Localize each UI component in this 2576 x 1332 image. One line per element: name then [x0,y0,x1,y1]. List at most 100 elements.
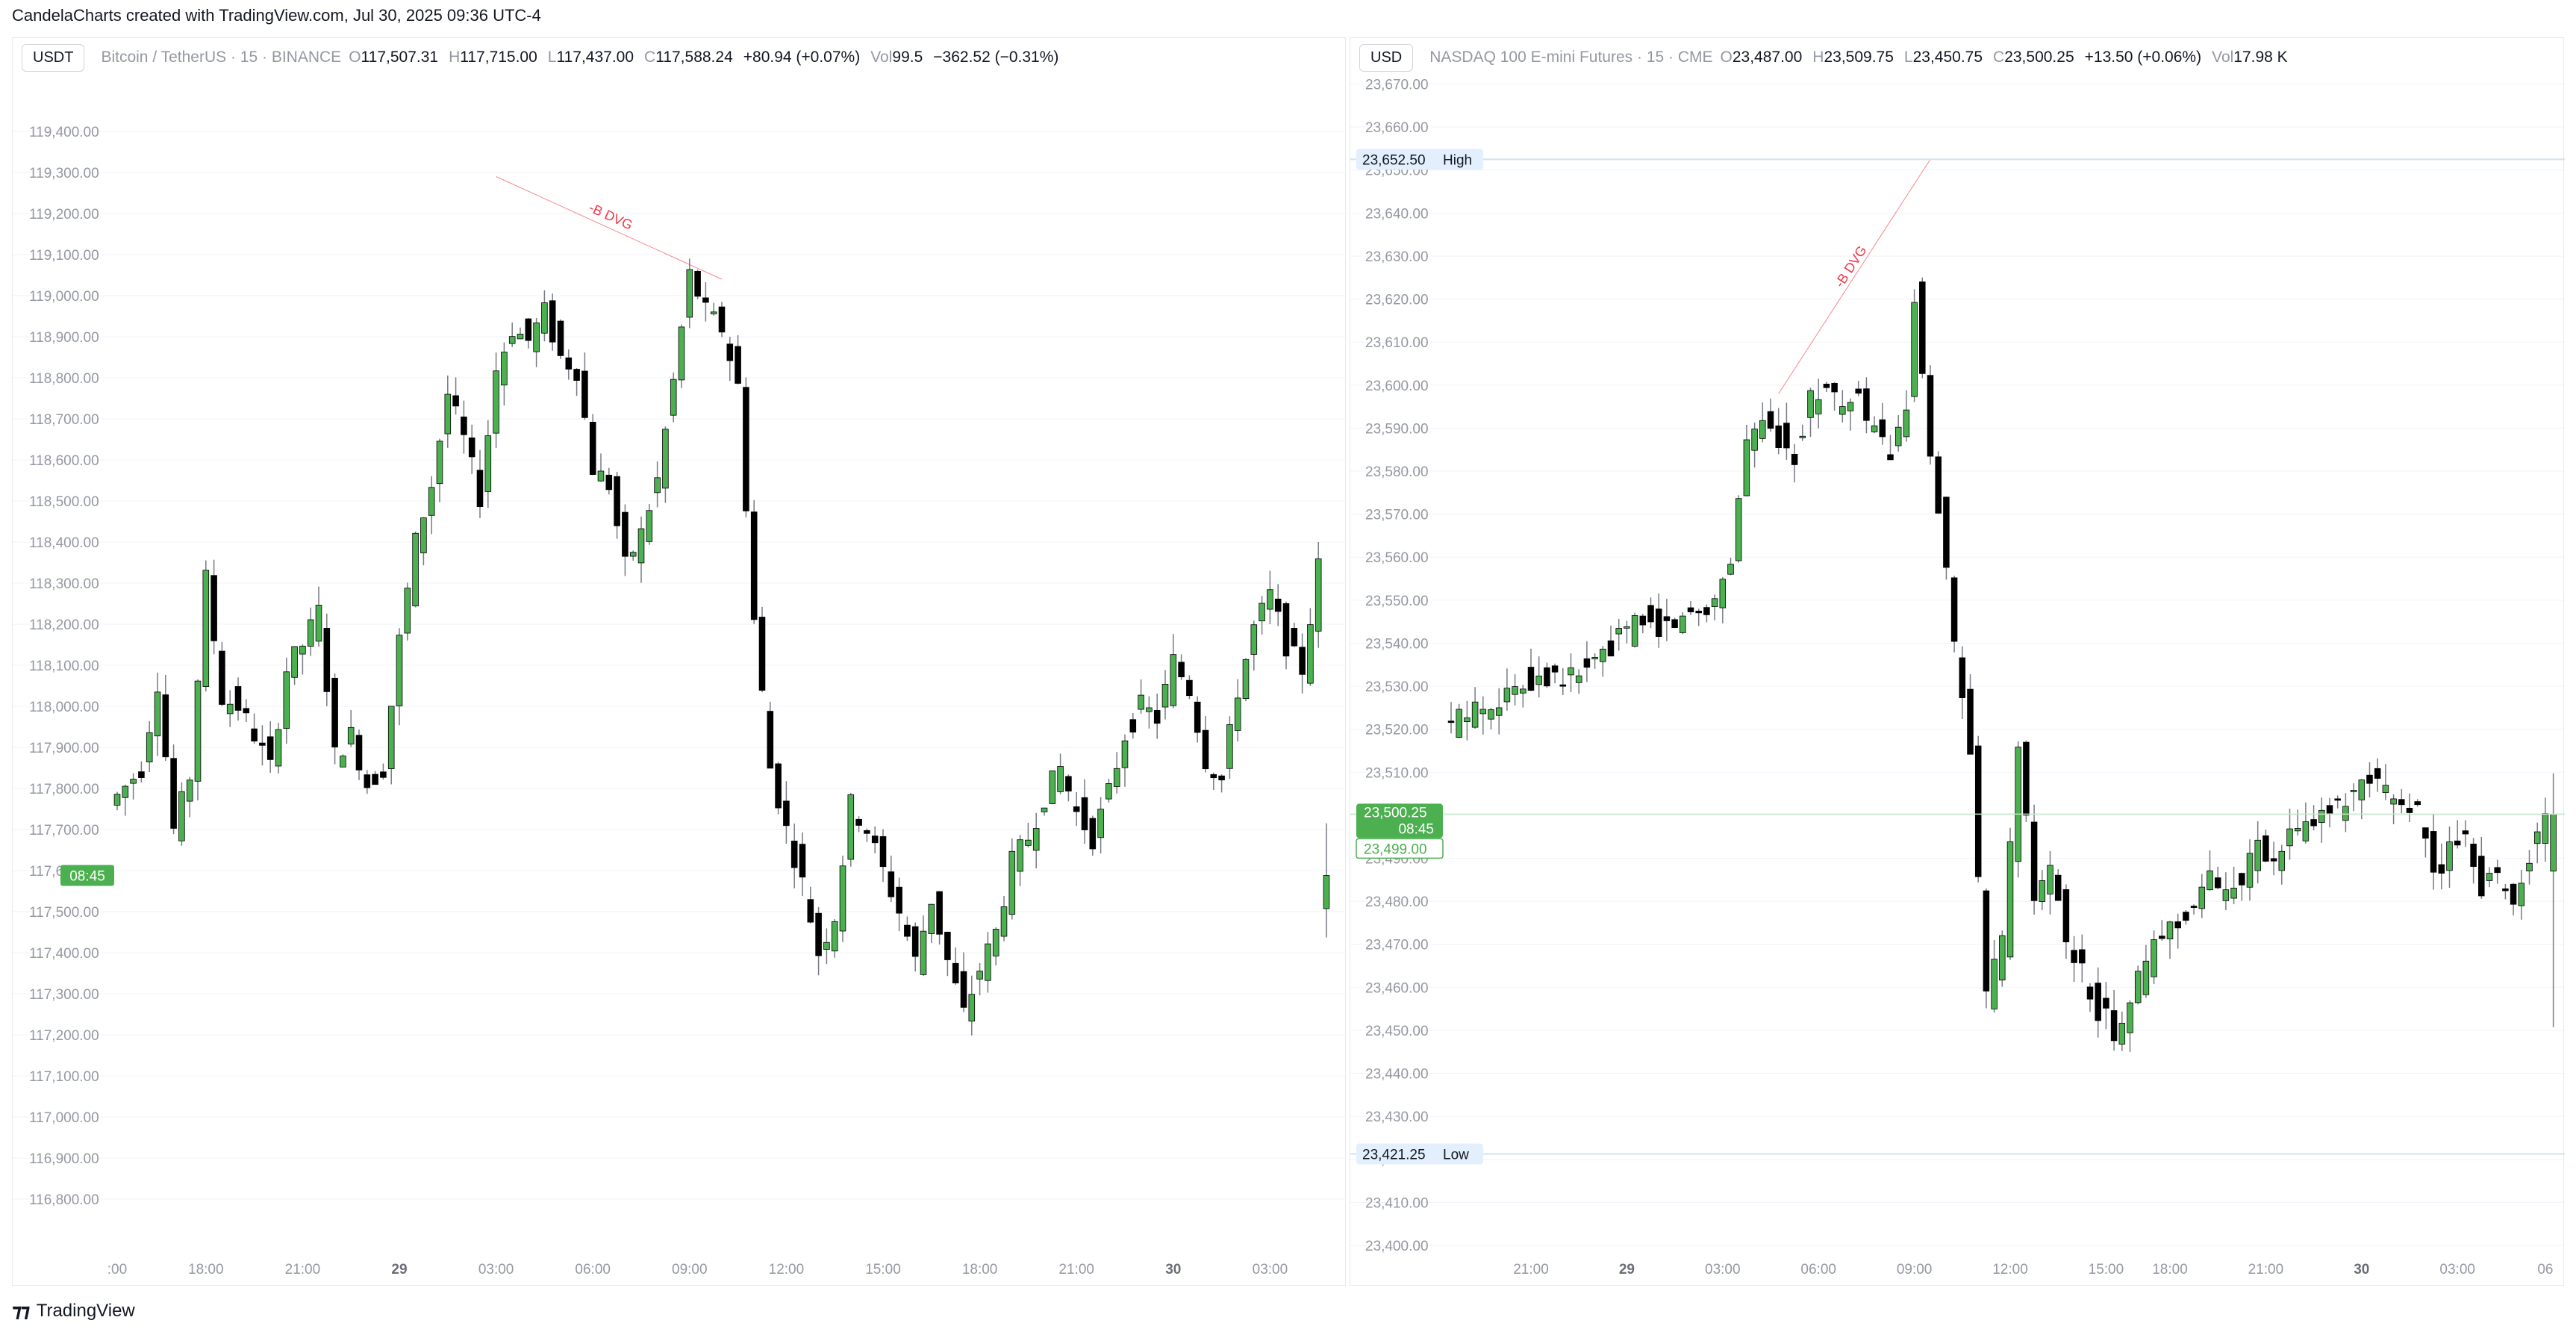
x-tick-label: 03:00 [2439,1262,2475,1277]
bitcoin-chart-canvas[interactable]: 116,800.00 116,900.00 117,000.00 117,100.00… [13,38,1347,1286]
candle-up [1250,624,1258,655]
candle-up [1113,768,1120,787]
candle-down [1879,419,1886,438]
candle-down [219,650,225,705]
candle-down [1129,719,1137,732]
candle-up [2446,841,2453,871]
candle-up [1759,420,1766,439]
candle-up [1839,406,1846,415]
candle-up [1242,659,1250,700]
candle-up [920,930,927,975]
candle-down [1089,818,1097,850]
candle-up [2358,779,2366,800]
close-value: 23,500.25 [2004,49,2074,66]
candle-up [2278,850,2286,871]
candle-up [154,691,161,737]
bid-price-tag [1356,838,1444,859]
candle-down [2454,840,2461,846]
candle-up [2302,821,2310,841]
x-tick-label: 06:00 [1800,1262,1836,1277]
candle-up [2198,886,2206,909]
candle-up [340,756,346,768]
candle-up [2350,790,2357,792]
candle-up [1226,724,1233,769]
candle-down [1559,684,1567,687]
close-value: 117,588.24 [655,49,733,66]
candle-down [1687,607,1694,612]
low-label: L [1903,49,1913,66]
candle-down [2214,877,2221,888]
candle-up [347,726,355,744]
candle-down [2310,819,2317,827]
candle-up [541,302,548,334]
nasdaq-chart-panel[interactable]: 23,400.0023,410.0023,420.0023,430.0023,4… [1350,37,2565,1286]
candle-down [565,357,573,370]
candle-down [888,871,895,897]
candle-down [573,369,580,381]
candle-up [2286,828,2293,847]
candle-down [1081,797,1088,830]
candle-up [1991,959,1998,1009]
volume-value: 99.5 [892,49,923,66]
candle-down [1703,607,1710,615]
candle-up [1512,686,1518,695]
candle-down [1943,497,1950,568]
candle-down [775,763,782,809]
candle-down [896,886,902,914]
currency-button[interactable]: USD [1359,43,1414,72]
candle-up [1049,770,1056,804]
candle-down [2239,873,2245,886]
bitcoin-chart-panel[interactable]: 116,800.00 116,900.00 117,000.00 117,100.00… [12,37,1347,1286]
candle-up [985,943,991,981]
candle-up [1894,426,1902,446]
candle-up [1041,807,1048,812]
x-tick-label: :00 [107,1262,127,1277]
symbol-name[interactable]: NASDAQ 100 E-mini Futures · 15 · CME [1429,49,1713,66]
candle-up [847,794,855,860]
divergence-line [1778,159,1931,394]
x-tick-label: 18:00 [2152,1262,2188,1277]
candle-down [911,926,919,957]
candle-down [549,300,556,343]
nasdaq-chart-canvas[interactable]: 23,400.0023,410.0023,420.0023,430.0023,4… [1350,38,2565,1286]
candle-up [654,477,661,494]
volume-value: 17.98 K [2233,49,2288,66]
candle-up [1624,626,1630,629]
x-tick-label: 21:00 [1513,1262,1549,1277]
x-tick-label: 12:00 [1992,1262,2028,1277]
currency-button[interactable]: USDT [22,43,85,72]
candle-down [1527,667,1535,691]
last-price-time: 08:45 [1398,821,1434,837]
candle-down [210,575,217,641]
candle-down [1767,411,1774,429]
candle-down [2190,906,2198,908]
chart-caption: CandelaCharts created with TradingView.c… [12,6,541,25]
candle-down [2478,856,2485,897]
candle-up [533,322,540,352]
candle-down [1823,383,1830,388]
candle-down [2374,768,2381,779]
candle-down [2030,821,2038,901]
x-tick-label: 09:00 [672,1262,708,1277]
y-tick-label: 116,800.00 [29,1192,99,1208]
candle-up [1751,429,1758,451]
symbol-name[interactable]: Bitcoin / TetherUS · 15 · BINANCE [101,49,342,66]
y-tick-label: 23,590.00 [1365,421,1429,437]
candle-down [1282,603,1290,657]
x-tick-label: 21:00 [285,1262,321,1277]
candle-down [2502,888,2509,891]
candle-up [2006,841,2014,958]
candle-down [1671,619,1678,628]
candle-up [1847,402,1854,411]
candle-down [2326,805,2333,814]
candle-down [234,686,242,711]
candle-up [1911,302,1918,397]
candle-up [1097,809,1104,838]
volume-change: −362.52 (−0.31%) [933,49,1059,66]
candle-up [2486,873,2493,881]
y-tick-label: 117,700.00 [29,823,99,838]
candle-down [259,742,266,746]
candle-down [323,628,331,692]
candle-up [1568,667,1574,676]
candle-up [1575,675,1582,683]
